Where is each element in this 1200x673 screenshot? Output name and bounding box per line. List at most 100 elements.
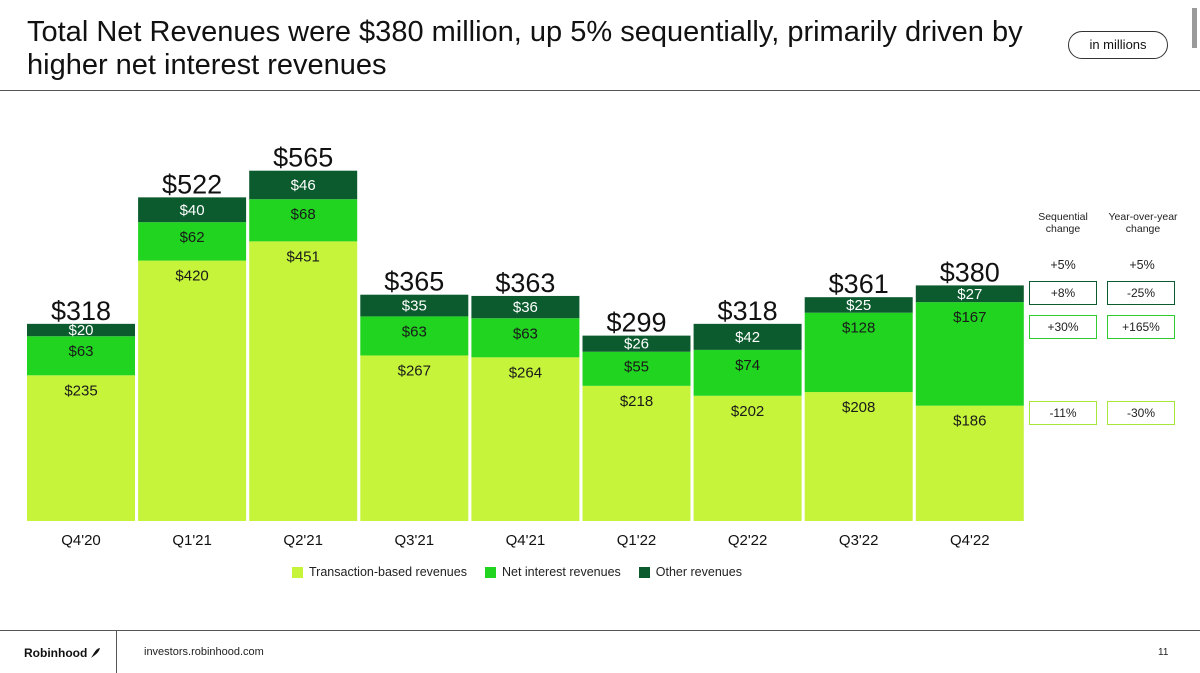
legend-item-transaction: Transaction-based revenues bbox=[292, 565, 467, 579]
transaction-seq-change: -11% bbox=[1029, 401, 1097, 425]
data-label-net-interest: $63 bbox=[68, 343, 93, 360]
bar-segment-net-interest bbox=[471, 318, 580, 358]
data-label-other: $27 bbox=[957, 286, 982, 303]
bar-segment-transaction bbox=[138, 260, 247, 521]
data-label-net-interest: $63 bbox=[402, 323, 427, 340]
bar-segment-net-interest bbox=[249, 199, 358, 242]
data-label-net-interest: $74 bbox=[735, 357, 760, 374]
bar-segment-transaction bbox=[249, 241, 358, 521]
bar-segment-net-interest bbox=[360, 316, 469, 356]
other-yoy-change: -25% bbox=[1107, 281, 1175, 305]
page-title: Total Net Revenues were $380 million, up… bbox=[27, 16, 1023, 81]
x-tick-label: Q3'21 bbox=[395, 532, 435, 549]
x-tick-label: Q4'20 bbox=[61, 532, 101, 549]
data-label-transaction: $218 bbox=[620, 393, 653, 410]
footer-separator bbox=[116, 630, 117, 673]
bar-segment-other bbox=[915, 285, 1024, 303]
total-label: $380 bbox=[940, 257, 1000, 287]
legend-swatch-other bbox=[638, 566, 650, 578]
data-label-transaction: $235 bbox=[64, 382, 97, 399]
legend-label-other: Other revenues bbox=[655, 565, 742, 579]
total-label: $565 bbox=[273, 143, 333, 173]
legend-item-other: Other revenues bbox=[638, 565, 742, 579]
bar-segment-other bbox=[471, 295, 580, 319]
stacked-bar-chart: $235$63$20$318Q4'20$420$62$40$522Q1'21$4… bbox=[27, 143, 1024, 549]
x-tick-label: Q2'21 bbox=[283, 532, 323, 549]
brand-name: Robinhood bbox=[24, 646, 88, 660]
bar-segment-other bbox=[804, 297, 913, 313]
x-tick-label: Q1'22 bbox=[617, 532, 657, 549]
bar-segment-transaction bbox=[471, 357, 580, 521]
data-label-transaction: $420 bbox=[175, 268, 208, 285]
data-label-net-interest: $62 bbox=[180, 229, 205, 246]
yoy-change-header: Year-over-year change bbox=[1108, 211, 1178, 235]
data-label-other: $25 bbox=[846, 297, 871, 314]
net-interest-yoy-change: +165% bbox=[1107, 315, 1175, 339]
total-label: $318 bbox=[718, 296, 778, 326]
bar-segment-transaction bbox=[693, 395, 802, 521]
bar-segment-other bbox=[249, 170, 358, 200]
bar-segment-net-interest bbox=[582, 351, 691, 386]
legend-label-net-interest: Net interest revenues bbox=[501, 565, 621, 579]
transaction-yoy-change: -30% bbox=[1107, 401, 1175, 425]
bar-segment-net-interest bbox=[915, 302, 1024, 406]
bar-segment-other bbox=[27, 323, 135, 337]
data-label-other: $40 bbox=[180, 202, 205, 219]
legend-item-net-interest: Net interest revenues bbox=[484, 565, 621, 579]
sequential-change-header: Sequential change bbox=[1038, 211, 1088, 235]
bar-segment-net-interest bbox=[693, 349, 802, 396]
bar-segment-other bbox=[693, 323, 802, 350]
page-number: 11 bbox=[1158, 647, 1169, 658]
x-tick-label: Q4'22 bbox=[950, 532, 990, 549]
x-tick-label: Q3'22 bbox=[839, 532, 879, 549]
legend-swatch-transaction bbox=[292, 566, 303, 578]
chart-legend: Transaction-based revenues Net interest … bbox=[292, 565, 742, 579]
investor-site-link[interactable]: investors.robinhood.com bbox=[144, 646, 264, 658]
header-divider bbox=[0, 90, 1200, 91]
legend-label-transaction: Transaction-based revenues bbox=[309, 565, 467, 579]
total-label: $365 bbox=[384, 267, 444, 297]
data-label-net-interest: $63 bbox=[513, 325, 538, 342]
footer-divider bbox=[0, 630, 1200, 631]
total-label: $363 bbox=[495, 268, 555, 298]
data-label-transaction: $267 bbox=[398, 362, 431, 379]
total-label: $361 bbox=[829, 269, 889, 299]
x-tick-label: Q2'22 bbox=[728, 532, 768, 549]
bar-segment-transaction bbox=[915, 405, 1024, 521]
bar-segment-transaction bbox=[582, 385, 691, 521]
bar-segment-transaction bbox=[27, 375, 135, 521]
bar-segment-other bbox=[360, 294, 469, 317]
total-seq-change: +5% bbox=[1050, 258, 1076, 272]
data-label-other: $36 bbox=[513, 299, 538, 316]
total-label: $318 bbox=[51, 296, 111, 326]
data-label-other: $46 bbox=[291, 177, 316, 194]
data-label-net-interest: $128 bbox=[842, 320, 875, 337]
feather-icon bbox=[91, 648, 101, 658]
legend-swatch-net-interest bbox=[484, 566, 496, 578]
data-label-transaction: $451 bbox=[287, 248, 320, 265]
data-label-net-interest: $167 bbox=[953, 309, 986, 326]
edge-marker bbox=[1192, 8, 1197, 48]
bar-segment-net-interest bbox=[804, 312, 913, 393]
other-seq-change: +8% bbox=[1029, 281, 1097, 305]
x-tick-label: Q4'21 bbox=[506, 532, 546, 549]
x-tick-label: Q1'21 bbox=[172, 532, 212, 549]
data-label-net-interest: $68 bbox=[291, 206, 316, 223]
data-label-net-interest: $55 bbox=[624, 359, 649, 376]
data-label-transaction: $186 bbox=[953, 413, 986, 430]
data-label-other: $35 bbox=[402, 298, 427, 315]
total-label: $299 bbox=[606, 308, 666, 338]
bar-segment-transaction bbox=[804, 392, 913, 521]
bar-segment-net-interest bbox=[27, 336, 135, 376]
data-label-transaction: $202 bbox=[731, 403, 764, 420]
net-interest-seq-change: +30% bbox=[1029, 315, 1097, 339]
bar-segment-net-interest bbox=[138, 222, 247, 261]
data-label-transaction: $264 bbox=[509, 364, 542, 381]
total-yoy-change: +5% bbox=[1129, 258, 1155, 272]
brand-logo: Robinhood bbox=[24, 646, 101, 660]
data-label-other: $26 bbox=[624, 336, 649, 353]
bar-segment-other bbox=[138, 197, 247, 223]
units-badge: in millions bbox=[1068, 31, 1168, 59]
bar-segment-other bbox=[582, 335, 691, 352]
data-label-other: $20 bbox=[68, 322, 93, 339]
